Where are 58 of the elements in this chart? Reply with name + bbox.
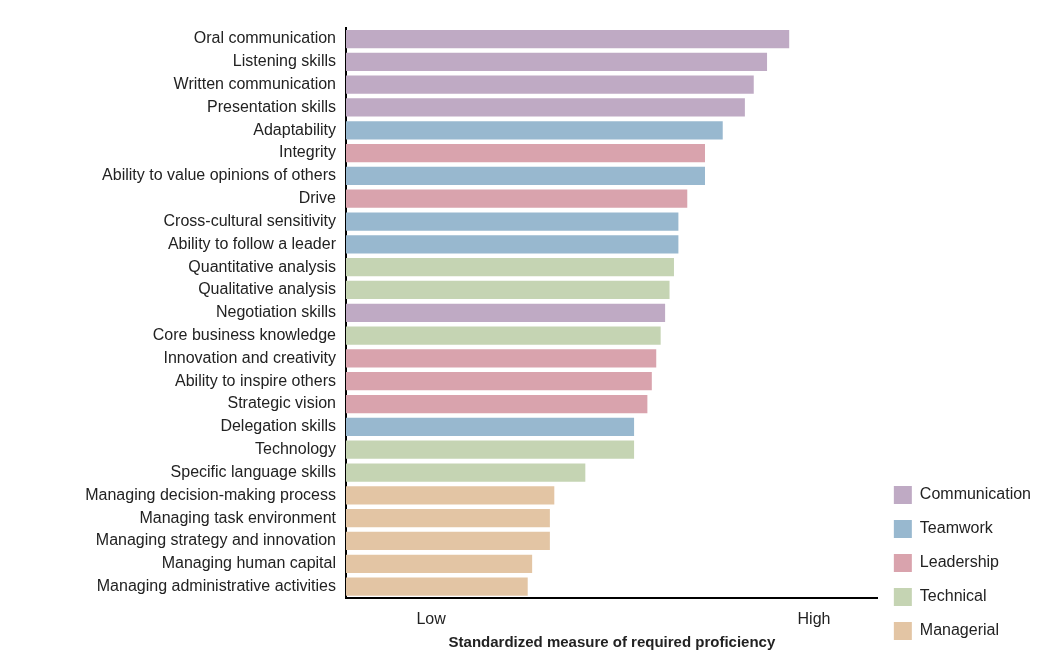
legend-label: Managerial xyxy=(919,621,999,639)
y-tick-label: Core business knowledge xyxy=(152,326,337,344)
y-tick-label: Adaptability xyxy=(253,120,336,138)
bar xyxy=(346,417,635,437)
legend-label: Leadership xyxy=(919,553,1000,571)
bar xyxy=(346,463,586,482)
y-tick-label: Qualitative analysis xyxy=(198,280,336,298)
bar xyxy=(346,509,550,528)
bar xyxy=(346,440,635,459)
bar xyxy=(346,121,723,140)
bar xyxy=(346,98,745,117)
y-tick-label: Ability to follow a leader xyxy=(167,234,337,252)
bar xyxy=(346,349,657,368)
y-tick-label: Managing decision-making process xyxy=(85,485,336,503)
y-tick-label: Delegation skills xyxy=(220,417,336,435)
bar xyxy=(346,235,679,254)
y-tick-label: Negotiation skills xyxy=(215,303,336,321)
bar xyxy=(346,29,790,49)
bar xyxy=(346,303,666,322)
bar xyxy=(346,189,688,208)
y-tick-label: Drive xyxy=(298,189,337,207)
y-tick-label: Strategic vision xyxy=(227,394,336,412)
bar xyxy=(346,258,674,277)
bar xyxy=(346,166,705,186)
legend-label: Technical xyxy=(919,587,987,605)
bar xyxy=(346,554,533,573)
bar xyxy=(346,372,652,391)
legend-label: Communication xyxy=(919,485,1031,503)
y-tick-label: Cross-cultural sensitivity xyxy=(163,211,336,229)
bar xyxy=(346,52,768,71)
y-tick-label: Ability to inspire others xyxy=(175,371,336,389)
y-tick-label: Specific language skills xyxy=(170,462,336,480)
bar xyxy=(346,143,705,163)
y-tick-label: Integrity xyxy=(279,143,336,161)
bar xyxy=(346,394,648,414)
y-tick-label: Technology xyxy=(255,440,336,458)
y-tick-label: Listening skills xyxy=(232,52,336,70)
legend-label: Teamwork xyxy=(919,519,994,537)
bar xyxy=(346,486,555,505)
y-tick-label: Written communication xyxy=(173,75,336,93)
y-tick-label: Quantitative analysis xyxy=(188,257,336,275)
y-tick-label: Managing administrative activities xyxy=(96,577,336,594)
bar xyxy=(346,326,661,345)
x-axis-title: Standardized measure of required proficiency xyxy=(448,633,776,651)
y-tick-label: Managing strategy and innovation xyxy=(95,531,336,549)
y-tick-label: Innovation and creativity xyxy=(163,348,336,366)
text: Low xyxy=(416,610,447,628)
y-tick-label: Managing human capital xyxy=(161,554,336,572)
y-tick-label: Ability to value opinions of others xyxy=(102,166,336,184)
text: High xyxy=(797,610,831,628)
y-tick-label: Oral communication xyxy=(193,29,336,47)
bar xyxy=(346,75,754,94)
bar xyxy=(346,531,550,551)
y-tick-label: Managing task environment xyxy=(139,508,337,526)
y-tick-label: Presentation skills xyxy=(207,97,336,115)
bar xyxy=(346,212,679,231)
bar xyxy=(346,577,528,596)
bar xyxy=(346,280,670,300)
